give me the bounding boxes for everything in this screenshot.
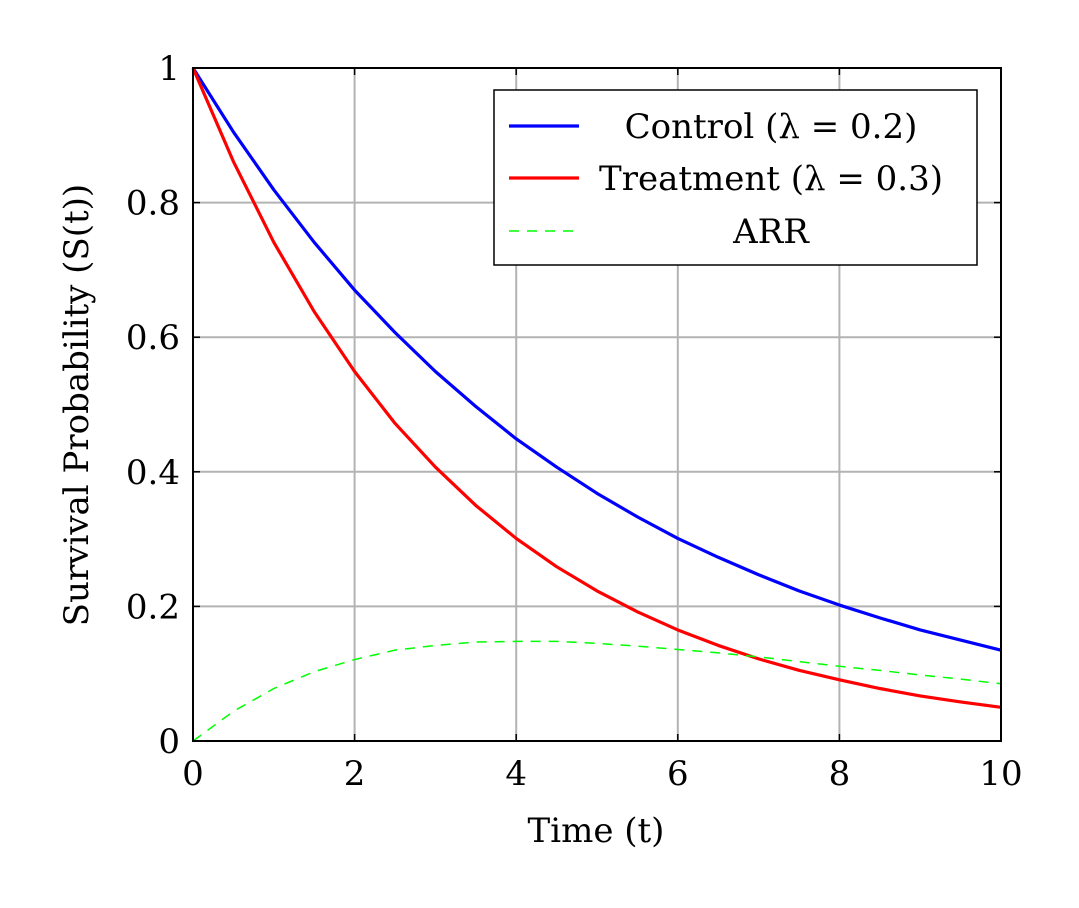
y-tick-label: 0 [158, 722, 180, 762]
y-tick-label: 0.8 [126, 184, 180, 224]
legend-label: ARR [732, 212, 810, 252]
y-tick-label: 0.4 [126, 453, 180, 493]
x-tick-label: 0 [182, 754, 204, 794]
legend-label: Control (λ = 0.2) [625, 107, 918, 147]
series-line-1 [191, 67, 1002, 709]
x-axis-label: Time (t) [528, 811, 665, 851]
x-tick-label: 6 [667, 754, 689, 794]
legend-label: Treatment (λ = 0.3) [599, 159, 943, 199]
y-axis-label: Survival Probability (S(t)) [57, 184, 97, 626]
series-line-0 [191, 67, 1002, 652]
axis-ticks [192, 67, 1002, 742]
plot-frame [192, 67, 1002, 742]
y-tick-label: 0.2 [126, 587, 180, 627]
x-tick-label: 4 [505, 754, 527, 794]
x-tick-labels: 0 2 4 6 8 10 [182, 754, 1022, 794]
legend: Control (λ = 0.2) Treatment (λ = 0.3) ARR [493, 89, 978, 266]
y-tick-label: 0.6 [126, 318, 180, 358]
series-lines [191, 67, 1002, 742]
x-tick-label: 8 [829, 754, 851, 794]
x-tick-label: 2 [344, 754, 366, 794]
x-tick-label: 10 [979, 754, 1022, 794]
y-tick-label: 1 [158, 49, 180, 89]
y-tick-labels: 0 0.2 0.4 0.6 0.8 1 [126, 49, 180, 762]
